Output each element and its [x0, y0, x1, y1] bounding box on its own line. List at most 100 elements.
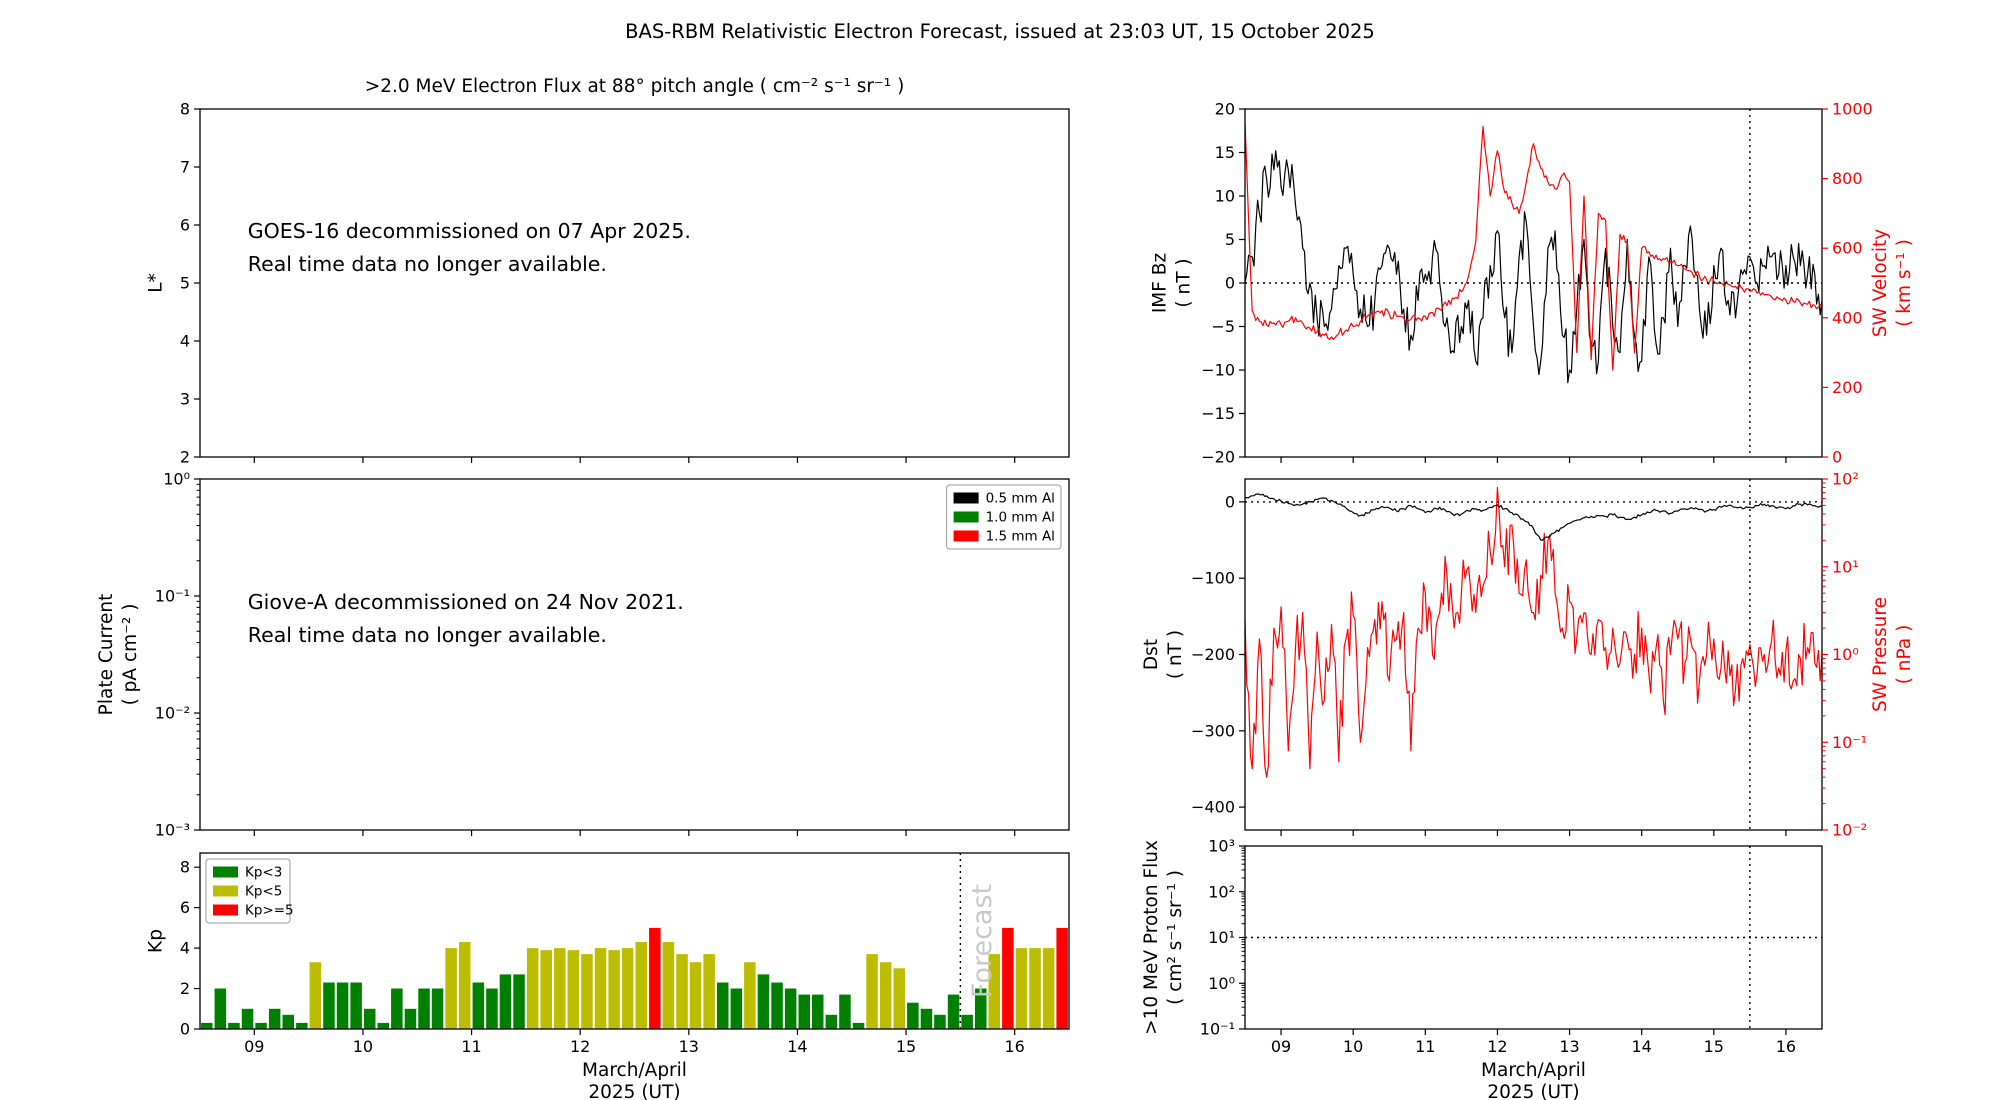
tick-label: 10⁻² — [155, 704, 190, 723]
kp-bars — [201, 927, 1068, 1029]
kp-bar — [621, 948, 634, 1029]
kp-bar — [391, 988, 403, 1029]
tick-label: 10⁰ — [1832, 645, 1859, 664]
tick-label: 3 — [180, 390, 190, 409]
kp-bar — [268, 1008, 281, 1029]
x-tick-label: 10 — [353, 1037, 373, 1056]
tick-label: 10⁻¹ — [1832, 733, 1867, 752]
kp-bar — [567, 950, 580, 1029]
sw-pressure-line — [1245, 486, 1822, 778]
dst-line — [1245, 493, 1822, 541]
kp-bar — [744, 962, 756, 1029]
tick-label: 6 — [180, 216, 190, 235]
legend-swatch — [213, 904, 238, 916]
tick-label: 5 — [1225, 230, 1235, 249]
legend-swatch — [953, 492, 979, 504]
legend-swatch — [213, 885, 238, 897]
kp-bar — [934, 1014, 946, 1029]
x-tick-label: 11 — [1415, 1037, 1435, 1056]
kp-bar — [296, 1022, 308, 1029]
kp-bar — [920, 1008, 933, 1029]
decommission-note: Real time data no longer available. — [248, 623, 607, 647]
axes-box — [1244, 478, 1823, 831]
tick-label: 7 — [180, 158, 190, 177]
tick-label: 10⁻³ — [155, 821, 190, 840]
kp-bar — [961, 1014, 973, 1029]
panel-dst-pressure: 0 −100 −200 −300 −400 Dst( nT ) 10⁻² 10⁻¹ 10⁰ 10¹… — [1141, 470, 1915, 840]
kp-bar — [404, 1008, 417, 1029]
kp-bar — [241, 1008, 254, 1029]
tick-label: −10 — [1201, 361, 1235, 380]
kp-bar — [445, 948, 457, 1029]
panel-proton-flux: 10⁻¹ 10⁰ 10¹ 10² 10³ >10 MeV Proton Flux( cm²… — [1141, 837, 1823, 1100]
kp-bar — [377, 1022, 389, 1029]
tick-label: 10¹ — [1832, 557, 1859, 576]
decommission-note: Real time data no longer available. — [248, 252, 607, 276]
tick-label: −200 — [1191, 645, 1235, 664]
kp-bar — [499, 974, 512, 1029]
x-tick-label: 15 — [1704, 1037, 1724, 1056]
kp-bar — [323, 982, 335, 1029]
tick-label: 0 — [1225, 274, 1235, 293]
kp-bar — [1042, 948, 1055, 1029]
kp-bar — [513, 974, 525, 1029]
tick-label: −300 — [1191, 721, 1235, 740]
legend-swatch — [953, 530, 979, 542]
panel-plate-current: Giove-A decommissioned on 24 Nov 2021. Re… — [96, 470, 1070, 840]
tick-label: 1000 — [1832, 100, 1873, 119]
left-axis-label: Kp — [146, 929, 167, 953]
tick-label: −400 — [1191, 798, 1235, 817]
tick-label: 0 — [180, 1020, 190, 1039]
kp-bar — [554, 948, 566, 1029]
tick-label: −20 — [1201, 448, 1235, 467]
kp-bar — [649, 927, 661, 1029]
figure-title: BAS-RBM Relativistic Electron Forecast, … — [625, 20, 1375, 43]
kp-bar — [201, 1022, 213, 1029]
x-tick-label: 14 — [787, 1037, 807, 1056]
forecast-watermark: Forecast — [967, 884, 998, 998]
legend-label: Kp<5 — [245, 884, 282, 900]
legend-label: 1.0 mm Al — [986, 510, 1055, 526]
tick-label: 10² — [1208, 882, 1235, 901]
decommission-note: Giove-A decommissioned on 24 Nov 2021. — [248, 590, 684, 614]
kp-bar — [730, 988, 743, 1029]
kp-bar — [418, 988, 430, 1029]
kp-bar — [228, 1022, 240, 1029]
tick-label: 2 — [180, 979, 190, 998]
axes-box — [199, 852, 1070, 1030]
kp-bar — [975, 988, 987, 1029]
kp-bar — [635, 942, 647, 1029]
x-tick-label: 15 — [896, 1037, 916, 1056]
kp-bar — [784, 988, 797, 1029]
x-tick-label: 14 — [1632, 1037, 1652, 1056]
x-tick-label: 10 — [1343, 1037, 1363, 1056]
tick-label: −100 — [1191, 569, 1235, 588]
kp-bar — [350, 982, 362, 1029]
kp-bar — [1015, 948, 1028, 1029]
tick-label: 0 — [1225, 492, 1235, 511]
kp-bar — [893, 968, 905, 1029]
tick-label: 10³ — [1208, 837, 1235, 856]
x-tick-label: 13 — [679, 1037, 699, 1056]
kp-bar — [486, 988, 498, 1029]
x-tick-label: 13 — [1559, 1037, 1579, 1056]
tick-label: 10⁻¹ — [155, 587, 190, 606]
kp-bar — [431, 988, 444, 1029]
kp-bar — [540, 950, 552, 1029]
kp-bar — [717, 982, 729, 1029]
kp-bar — [1002, 927, 1014, 1029]
tick-label: 600 — [1832, 239, 1863, 258]
decommission-note: GOES-16 decommissioned on 07 Apr 2025. — [248, 219, 691, 243]
legend: Kp<3 Kp<5 Kp>=5 — [205, 858, 294, 924]
kp-bar — [879, 962, 892, 1029]
tick-label: −15 — [1201, 404, 1235, 423]
imf-bz-line — [1245, 150, 1822, 384]
tick-label: 6 — [180, 898, 190, 917]
kp-bar — [594, 948, 607, 1029]
kp-bar — [947, 994, 960, 1029]
right-axis-label: SW Pressure( nPa ) — [1870, 597, 1915, 712]
kp-bar — [581, 954, 593, 1029]
tick-label: 5 — [180, 274, 190, 293]
kp-bar — [689, 962, 702, 1029]
x-tick-label: 09 — [244, 1037, 264, 1056]
